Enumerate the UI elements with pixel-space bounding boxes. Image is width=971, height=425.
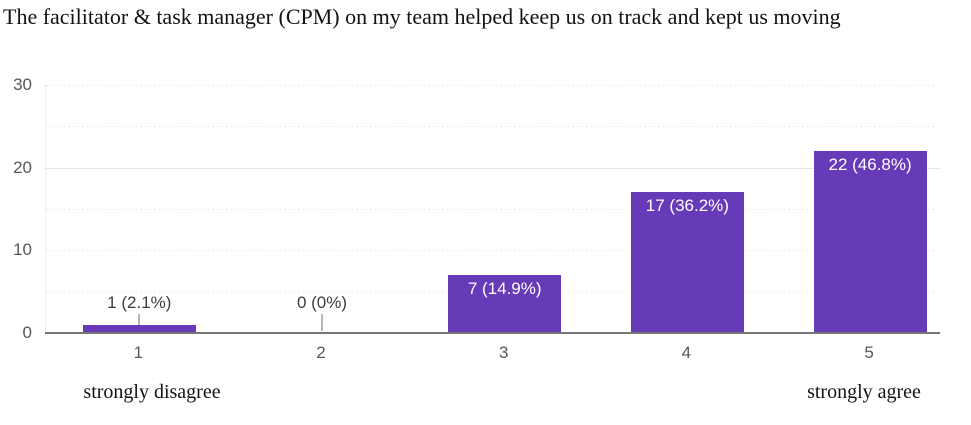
y-tick-label-0: 0 bbox=[22, 323, 32, 342]
x-tick-label-1: 1 bbox=[133, 343, 144, 362]
x-axis-line bbox=[45, 332, 940, 334]
gridline-y25 bbox=[46, 126, 941, 128]
x-tick-label-4: 4 bbox=[681, 343, 692, 362]
bar-value-label: 17 (36.2%) bbox=[645, 196, 729, 216]
x-tick-label-3: 3 bbox=[498, 343, 509, 362]
bar-5 bbox=[813, 151, 927, 333]
bar-value-label: 22 (46.8%) bbox=[828, 155, 912, 175]
bar-value-label: 0 (0%) bbox=[296, 293, 348, 312]
x-tick-label-5: 5 bbox=[864, 343, 874, 362]
x-tick-label-2: 2 bbox=[316, 343, 326, 362]
bar-3 bbox=[448, 275, 562, 333]
axis-label-strongly-agree: strongly agree bbox=[807, 381, 921, 403]
bar-1 bbox=[82, 324, 196, 333]
bar-value-label: 1 (2.1%) bbox=[107, 293, 172, 312]
annotation-stem bbox=[138, 314, 141, 325]
gridline-y20 bbox=[46, 167, 941, 169]
y-tick-label-30: 30 bbox=[13, 75, 32, 94]
y-tick-label-10: 10 bbox=[13, 240, 32, 260]
annotation-stem bbox=[321, 314, 323, 331]
y-tick-label-20: 20 bbox=[13, 157, 32, 177]
bar-4 bbox=[630, 192, 744, 333]
chart-title: The facilitator & task manager (CPM) on … bbox=[3, 4, 841, 29]
plot-area: 1 (2.1%) 0 (0%) 7 (14.9%) 17 (36.2%) 22 (46.… bbox=[45, 85, 941, 333]
gridline-y30 bbox=[46, 85, 941, 86]
gridline-y15 bbox=[46, 209, 941, 210]
axis-label-strongly-disagree: strongly disagree bbox=[83, 381, 221, 403]
gridline-y10 bbox=[46, 250, 941, 252]
bar-value-label: 7 (14.9%) bbox=[467, 279, 542, 299]
